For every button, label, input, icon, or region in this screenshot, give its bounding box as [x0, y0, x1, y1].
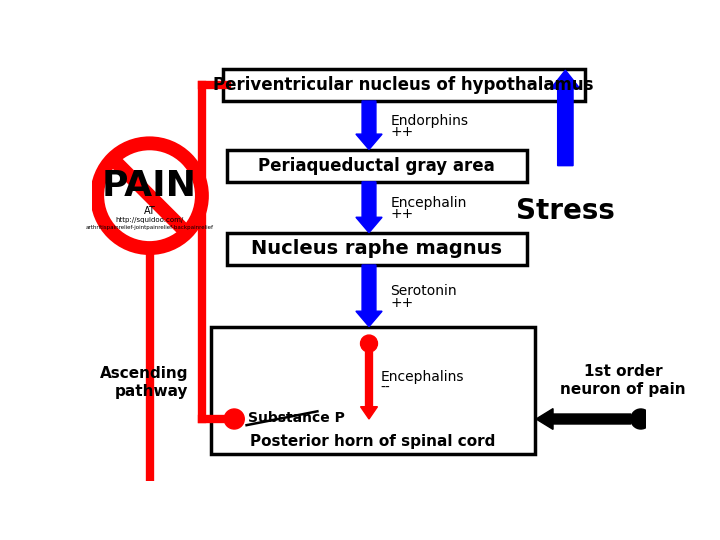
FancyBboxPatch shape: [227, 233, 527, 265]
FancyBboxPatch shape: [222, 69, 585, 101]
FancyBboxPatch shape: [227, 150, 527, 182]
Polygon shape: [356, 265, 382, 327]
Text: Periventricular nucleus of hypothalamus: Periventricular nucleus of hypothalamus: [213, 76, 594, 94]
Text: http://squidoo.com/: http://squidoo.com/: [115, 217, 184, 222]
Text: Encephalins: Encephalins: [381, 370, 464, 383]
Polygon shape: [356, 101, 382, 150]
FancyBboxPatch shape: [211, 327, 534, 454]
Text: ++: ++: [390, 296, 414, 310]
Circle shape: [631, 409, 651, 429]
Text: Posterior horn of spinal cord: Posterior horn of spinal cord: [250, 434, 495, 449]
Text: --: --: [381, 381, 390, 395]
Circle shape: [97, 143, 202, 248]
Polygon shape: [356, 182, 382, 233]
Polygon shape: [551, 70, 580, 166]
Text: AT: AT: [144, 206, 156, 216]
Circle shape: [224, 409, 244, 429]
Text: Substance P: Substance P: [248, 411, 345, 425]
Text: PAIN: PAIN: [102, 170, 197, 204]
Text: Periaqueductal gray area: Periaqueductal gray area: [258, 157, 495, 174]
Text: ++: ++: [390, 125, 414, 139]
Text: 1st order
neuron of pain: 1st order neuron of pain: [560, 364, 686, 397]
Text: Endorphins: Endorphins: [390, 113, 469, 127]
Text: Encephalin: Encephalin: [390, 195, 467, 210]
Text: Ascending
pathway: Ascending pathway: [99, 366, 188, 399]
Text: Stress: Stress: [516, 197, 615, 225]
Text: ++: ++: [390, 207, 414, 221]
Text: arthritispainrelief-jointpainrelief-backpainrelief: arthritispainrelief-jointpainrelief-back…: [86, 225, 214, 230]
Text: Serotonin: Serotonin: [390, 284, 457, 298]
Circle shape: [361, 335, 377, 352]
Polygon shape: [536, 409, 631, 429]
Polygon shape: [361, 343, 377, 419]
Text: Nucleus raphe magnus: Nucleus raphe magnus: [251, 239, 503, 258]
